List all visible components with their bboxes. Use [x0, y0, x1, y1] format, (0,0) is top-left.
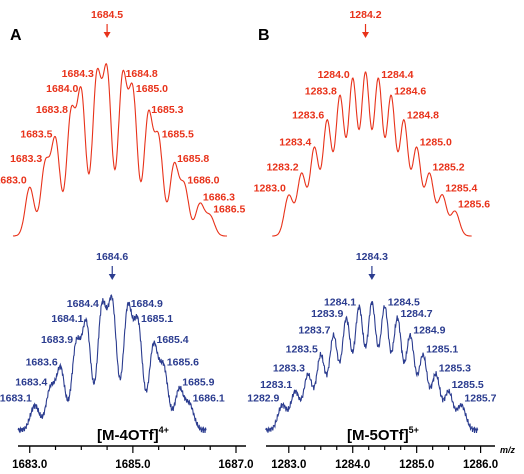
panel-b-calculated-peak-marker-head — [362, 32, 370, 38]
panel-a-experimental-peak-label: 1685.4 — [157, 334, 189, 346]
panel-a-experimental-peak-label: 1685.6 — [167, 356, 199, 368]
panel-b-experimental-peak-label: 1284.9 — [413, 325, 445, 337]
panel-a-calculated-peak-label: 1684.3 — [62, 68, 94, 80]
panel-a-experimental-peak-label: 1684.6 — [96, 251, 128, 263]
panel-a-calculated-peak-label: 1683.5 — [20, 129, 52, 141]
panel-a-experimental-peak-label: 1684.9 — [131, 298, 163, 310]
panel-b-tick-label: 1286.0 — [463, 459, 498, 471]
panel-b-calculated-peak-label: 1284.4 — [381, 69, 413, 81]
panel-a-experimental-peak-label: 1683.6 — [26, 356, 58, 368]
panel-b-calculated-peak-label: 1285.2 — [433, 162, 465, 174]
panel-a-calculated-trace — [12, 62, 227, 237]
panel-b-tick-label: 1285.0 — [399, 459, 434, 471]
panel-a-calculated-peak-label: 1686.5 — [213, 204, 245, 216]
panel-a-calculated-peak-label: 1684.0 — [46, 83, 78, 95]
panel-a-experimental-trace — [17, 294, 207, 434]
panel-a-calculated-peak-label: 1683.3 — [10, 153, 42, 165]
panel-a-calculated-peak-label: 1683.8 — [36, 104, 68, 116]
panel-b-experimental-peak-label: 1284.5 — [388, 297, 420, 309]
panel-b-calculated-peak-label: 1283.6 — [292, 110, 324, 122]
experimental-trace-group-b: 1282.91283.11283.31283.51283.71283.91284… — [247, 251, 497, 434]
panel-b-calculated-peak-label: 1285.0 — [420, 136, 452, 148]
panel-label-b: B — [258, 27, 270, 44]
panel-label-a: A — [10, 27, 22, 44]
panel-a-experimental-peak-label: 1685.1 — [141, 313, 173, 325]
panel-a-calculated-peak-marker-head — [103, 32, 111, 38]
x-axis-unit: m/z — [500, 445, 516, 455]
panel-b-experimental-peak-label: 1283.1 — [260, 379, 292, 391]
panel-b-experimental-peak-label: 1284.3 — [356, 251, 388, 263]
panel-b-experimental-peak-label: 1285.5 — [452, 379, 484, 391]
species-charge-a: 4+ — [159, 425, 169, 435]
panel-a-experimental-peak-marker-head — [108, 274, 116, 280]
panel-a-calculated-peak-label: 1685.0 — [136, 83, 168, 95]
panel-b-experimental-peak-marker-head — [368, 274, 376, 280]
panel-b-experimental-peak-label: 1283.7 — [298, 325, 330, 337]
species-formula-a: [M-4OTf] — [97, 427, 159, 444]
calculated-trace-group-a: 1683.0 1683.3 1683.5 1683.8 1684.0 1684.3 1684… — [0, 9, 245, 237]
panel-b-calculated-peak-label: 1284.2 — [349, 9, 381, 21]
panel-b-experimental-peak-label: 1282.9 — [247, 392, 279, 404]
x-axis-ticks: 1683.0 1685.0 1687.0 1283.0 1284.0 1285.0 1286… — [12, 446, 498, 471]
panel-a-calculated-peak-label: 1685.5 — [162, 129, 194, 141]
panel-b-experimental-peak-label: 1283.5 — [286, 344, 318, 356]
panel-a-experimental-peak-label: 1683.9 — [41, 334, 73, 346]
panel-b-calculated-peak-label: 1283.4 — [279, 136, 311, 148]
panel-b-calculated-trace — [272, 71, 472, 237]
panel-b-calculated-peak-label: 1284.0 — [318, 69, 350, 81]
panel-b-calculated-peak-label: 1284.8 — [407, 110, 439, 122]
panel-a-calculated-peak-label: 1685.3 — [151, 104, 183, 116]
panel-a-tick-label: 1685.0 — [115, 459, 150, 471]
panel-b-calculated-peak-label: 1283.0 — [254, 183, 286, 195]
panel-b-experimental-trace — [265, 300, 479, 434]
panel-b-tick-label: 1284.0 — [335, 459, 370, 471]
panel-a-calculated-peak-label: 1686.0 — [187, 174, 219, 186]
panel-b-experimental-peak-label: 1284.7 — [401, 308, 433, 320]
panel-a-experimental-peak-label: 1685.9 — [182, 377, 214, 389]
panel-a-experimental-peak-label: 1684.1 — [51, 313, 83, 325]
panel-a-tick-label: 1683.0 — [12, 459, 47, 471]
panel-b-calculated-peak-label: 1283.2 — [266, 162, 298, 174]
panel-a-experimental-peak-label: 1683.1 — [0, 392, 32, 404]
panel-a-tick-label: 1687.0 — [218, 459, 253, 471]
calculated-trace-group-b: 1283.0 1283.2 1283.4 1283.6 1283.8 1284.0 1284… — [254, 9, 490, 237]
experimental-trace-group-a: 1683.1 1683.4 1683.6 1683.9 1684.1 1684.4 1684… — [0, 251, 225, 434]
panel-b-calculated-peak-label: 1283.8 — [305, 86, 337, 98]
panel-a-experimental-peak-label: 1683.4 — [15, 377, 47, 389]
panel-a-calculated-peak-label: 1686.3 — [203, 191, 235, 203]
panel-b-calculated-peak-label: 1285.6 — [458, 199, 490, 211]
species-label-a: [M-4OTf]4+ — [97, 425, 169, 444]
panel-a-calculated-peak-label: 1684.8 — [126, 68, 158, 80]
panel-b-experimental-peak-label: 1283.9 — [311, 308, 343, 320]
panel-b-calculated-peak-label: 1284.6 — [394, 86, 426, 98]
panel-b-experimental-peak-label: 1285.1 — [426, 344, 458, 356]
panel-a-calculated-peak-label: 1685.8 — [177, 153, 209, 165]
panel-b-experimental-peak-label: 1285.3 — [439, 363, 471, 375]
species-charge-b: 5+ — [409, 425, 419, 435]
panel-b-experimental-peak-label: 1283.3 — [273, 363, 305, 375]
panel-a-experimental-peak-label: 1686.1 — [193, 392, 225, 404]
panel-b-tick-label: 1283.0 — [271, 459, 306, 471]
panel-a-experimental-peak-label: 1684.4 — [67, 298, 99, 310]
species-formula-b: [M-5OTf] — [347, 427, 409, 444]
panel-a-calculated-peak-label: 1684.5 — [91, 9, 123, 21]
panel-b-experimental-peak-label: 1284.1 — [324, 297, 356, 309]
species-label-b: [M-5OTf]5+ — [347, 425, 419, 444]
panel-a-calculated-peak-label: 1683.0 — [0, 174, 27, 186]
panel-b-experimental-peak-label: 1285.7 — [464, 392, 496, 404]
panel-b-calculated-peak-label: 1285.4 — [445, 183, 477, 195]
